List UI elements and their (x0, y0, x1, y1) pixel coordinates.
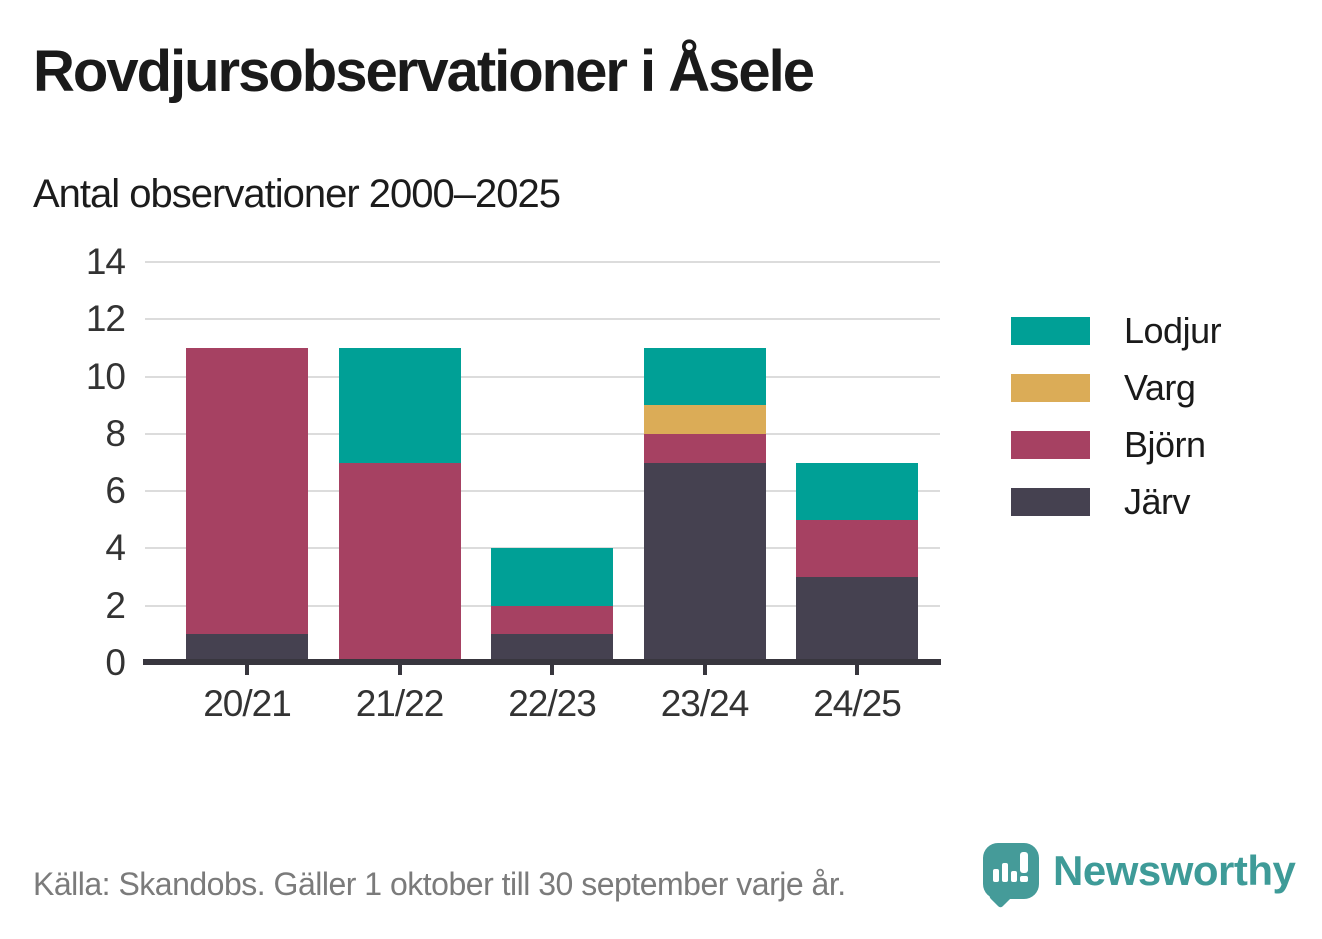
legend-label-lodjur: Lodjur (1124, 309, 1222, 351)
x-axis-label-22-23: 22/23 (508, 683, 597, 724)
y-axis-label-10: 10 (85, 355, 126, 397)
x-axis-line (143, 659, 941, 665)
bar-segment-lodjur-21-22 (338, 347, 461, 463)
x-axis-tick-20-21 (245, 664, 249, 675)
x-axis-label-20-21: 20/21 (203, 683, 292, 724)
y-axis-label-14: 14 (85, 241, 126, 282)
legend-label-järv: Järv (1124, 480, 1191, 522)
logo-bar-2 (1002, 863, 1008, 882)
bar-segment-björn-20-21 (186, 347, 308, 635)
legend-swatch-varg (1011, 373, 1090, 402)
bar-segment-björn-22-23 (491, 605, 613, 635)
x-axis-label-24-25: 24/25 (813, 683, 902, 724)
x-axis-label-21-22: 21/22 (355, 683, 445, 724)
legend-item-björn: Björn (1011, 416, 1221, 473)
y-axis-labels: 0 2 4 6 8 10 12 14 (18, 241, 126, 683)
gridline-8 (145, 432, 940, 435)
chart-title: Rovdjursobservationer i Åsele (33, 39, 815, 104)
bar-segment-björn-23-24 (643, 433, 766, 463)
newsworthy-branding[interactable]: Newsworthy (983, 843, 1296, 899)
x-axis-tick-23-24 (702, 664, 707, 675)
gridline-12 (145, 318, 940, 321)
y-axis-label-4: 4 (105, 527, 126, 569)
bar-segment-björn-24-25 (796, 519, 918, 578)
legend: Lodjur Varg Björn Järv (1011, 302, 1222, 530)
bar-segment-järv-24-25 (796, 577, 918, 663)
bar-segment-lodjur-23-24 (643, 347, 766, 406)
logo-exclamation-dot (1020, 876, 1028, 882)
legend-item-varg: Varg (1011, 359, 1221, 416)
y-axis-label-2: 2 (105, 584, 126, 626)
y-axis-label-6: 6 (105, 470, 126, 512)
bar-segment-järv-23-24 (643, 462, 766, 663)
bar-segment-järv-20-21 (186, 634, 308, 663)
bar-segment-lodjur-24-25 (796, 462, 918, 520)
legend-item-lodjur: Lodjur (1011, 302, 1222, 359)
source-attribution: Källa: Skandobs. Gäller 1 oktober till 3… (33, 866, 846, 902)
x-axis-tick-22-23 (550, 664, 554, 675)
legend-swatch-lodjur (1011, 316, 1090, 345)
legend-swatch-järv (1011, 487, 1090, 516)
legend-label-varg: Varg (1124, 366, 1196, 408)
x-axis-labels: 20/21 21/22 22/23 23/24 24/25 (145, 683, 940, 733)
legend-item-järv: Järv (1011, 473, 1221, 530)
newsworthy-logo-icon (983, 843, 1039, 899)
logo-exclamation-bar (1020, 852, 1028, 873)
gridline-6 (145, 490, 940, 493)
y-axis-label-8: 8 (105, 412, 126, 454)
brand-name: Newsworthy (1053, 847, 1296, 894)
bar-segment-varg-23-24 (643, 405, 766, 434)
x-axis-tick-21-22 (397, 664, 402, 675)
chart-subtitle: Antal observationer 2000–2025 (33, 172, 561, 216)
bar-segment-lodjur-22-23 (491, 548, 613, 606)
bar-segment-järv-22-23 (491, 634, 613, 663)
legend-label-björn: Björn (1124, 423, 1206, 465)
legend-swatch-björn (1011, 430, 1090, 459)
y-axis-label-12: 12 (85, 298, 126, 340)
logo-bar-1 (993, 869, 999, 882)
x-axis-tick-24-25 (855, 664, 859, 675)
bar-segment-björn-21-22 (338, 462, 461, 663)
x-axis-label-23-24: 23/24 (660, 683, 750, 724)
y-axis-label-0: 0 (105, 642, 126, 683)
gridline-10 (145, 375, 940, 378)
gridline-14 (145, 261, 940, 263)
logo-bar-3 (1011, 871, 1017, 882)
plot-area (145, 261, 940, 663)
